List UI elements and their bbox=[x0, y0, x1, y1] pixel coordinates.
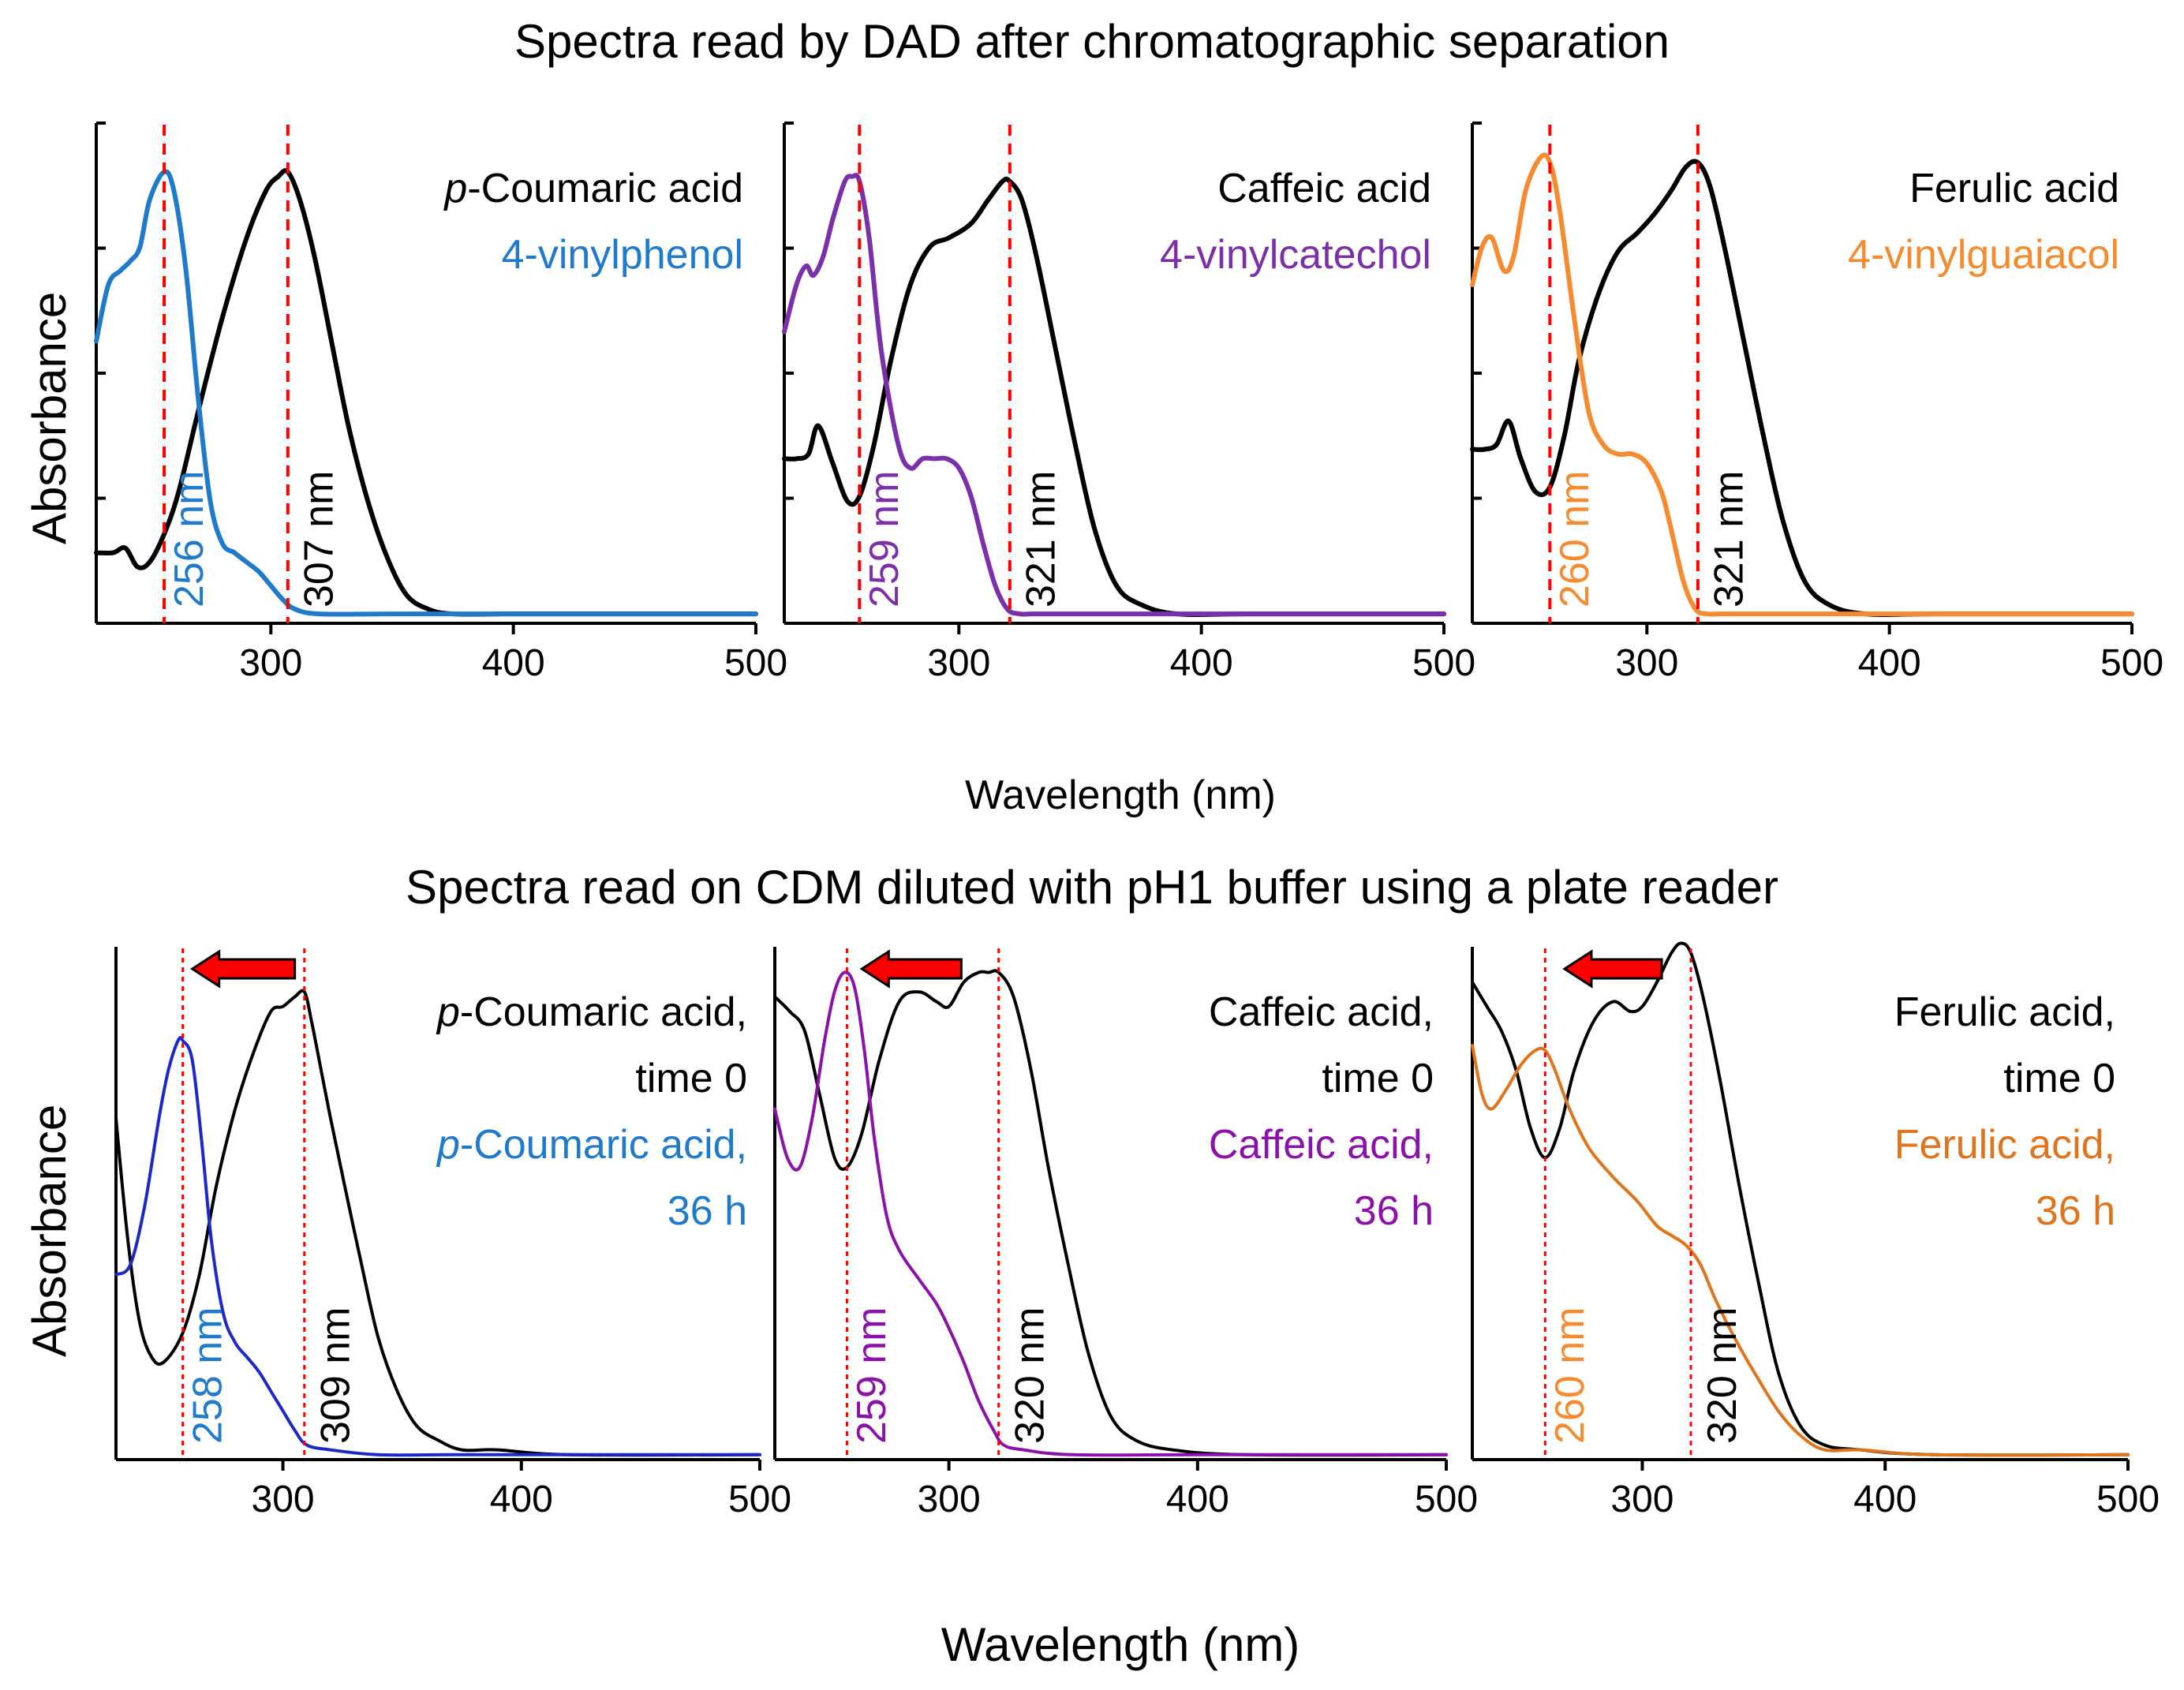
peak-label: 260 nm bbox=[1547, 1307, 1593, 1444]
legend-compound-label-text: Ferulic acid bbox=[1909, 166, 2119, 211]
peak-label: 320 nm bbox=[1007, 1307, 1053, 1444]
legend-time0-label-text: Ferulic acid, bbox=[1894, 989, 2115, 1035]
x-tick-label: 400 bbox=[1166, 1479, 1229, 1520]
series-line-0 bbox=[1471, 941, 2130, 1457]
legend-product-label-text: 4-vinylphenol bbox=[502, 232, 743, 278]
peak-label: 256 nm bbox=[166, 471, 212, 608]
legend-compound-label: Ferulic acid bbox=[1909, 166, 2119, 211]
x-tick-label: 500 bbox=[1415, 1479, 1478, 1520]
legend-36h-label-text: Ferulic acid, bbox=[1894, 1122, 2115, 1168]
peak-label: 307 nm bbox=[297, 471, 342, 608]
legend-compound-label-text: Caffeic acid bbox=[1217, 166, 1431, 211]
series-line-0 bbox=[773, 969, 1448, 1457]
x-tick-label: 500 bbox=[724, 642, 787, 684]
x-tick-label: 400 bbox=[1170, 642, 1233, 684]
top-x-axis-label: Wavelength (nm) bbox=[965, 772, 1276, 818]
panel-plate-caffeic: 300 400 500 259 nm 320 nm Caffeic acid, time 0… bbox=[773, 947, 1478, 1520]
x-tick-label: 300 bbox=[252, 1479, 315, 1520]
legend-36h-sub: 36 h bbox=[2036, 1188, 2115, 1234]
bottom-section-title: Spectra read on CDM diluted with pH1 buf… bbox=[406, 861, 1778, 914]
series-line-1 bbox=[1470, 152, 2134, 617]
legend-product-label-text: 4-vinylcatechol bbox=[1160, 232, 1431, 278]
legend-time0-label-italic-prefix: p bbox=[436, 989, 460, 1035]
legend-compound-label: Caffeic acid bbox=[1217, 166, 1431, 211]
peak-label: 258 nm bbox=[185, 1307, 230, 1444]
legend-time0-sub-text: time 0 bbox=[635, 1056, 747, 1101]
legend-time0-label: Caffeic acid, bbox=[1209, 989, 1434, 1035]
legend-time0-label-text: Caffeic acid, bbox=[1209, 989, 1434, 1035]
legend-product-label: 4-vinylguaiacol bbox=[1848, 232, 2119, 278]
legend-time0-label: Ferulic acid, bbox=[1894, 989, 2115, 1035]
legend-36h-sub: 36 h bbox=[668, 1188, 747, 1234]
peak-label: 260 nm bbox=[1552, 471, 1598, 608]
series-line-1 bbox=[782, 173, 1446, 617]
legend-time0-sub-text: time 0 bbox=[1322, 1056, 1434, 1101]
legend-36h-sub-text: 36 h bbox=[1354, 1188, 1434, 1234]
legend-36h-label-text: -Coumaric acid, bbox=[460, 1122, 747, 1168]
legend-time0-sub: time 0 bbox=[1322, 1056, 1434, 1101]
legend-36h-label: Caffeic acid, bbox=[1209, 1122, 1434, 1168]
bottom-x-axis-label: Wavelength (nm) bbox=[941, 1618, 1300, 1671]
shift-arrow-icon bbox=[1562, 949, 1663, 989]
legend-36h-sub-text: 36 h bbox=[2036, 1188, 2115, 1234]
peak-label: 309 nm bbox=[313, 1307, 359, 1444]
x-tick-label: 500 bbox=[728, 1479, 791, 1520]
legend-36h-sub: 36 h bbox=[1354, 1188, 1434, 1234]
panel-dad-caffeic: 300 400 500 259 nm 321 nm Caffeic acid 4-vinyl… bbox=[782, 122, 1475, 684]
x-tick-label: 300 bbox=[918, 1479, 981, 1520]
x-tick-label: 300 bbox=[1610, 1479, 1674, 1520]
x-tick-label: 300 bbox=[927, 642, 990, 684]
panel-dad-ferulic: 300 400 500 260 nm 321 nm Ferulic acid 4-vinyl… bbox=[1470, 122, 2163, 684]
legend-time0-label: p-Coumaric acid, bbox=[436, 989, 747, 1035]
legend-time0-sub: time 0 bbox=[2003, 1056, 2115, 1101]
legend-product-label: 4-vinylphenol bbox=[502, 232, 743, 278]
top-y-axis-label: Absorbance bbox=[23, 291, 76, 544]
legend-product-label: 4-vinylcatechol bbox=[1160, 232, 1431, 278]
x-tick-label: 300 bbox=[1615, 642, 1678, 684]
legend-36h-label-italic-prefix: p bbox=[436, 1122, 460, 1168]
legend-36h-label: p-Coumaric acid, bbox=[436, 1122, 747, 1168]
peak-label: 259 nm bbox=[849, 1307, 895, 1444]
bottom-y-axis-label: Absorbance bbox=[23, 1104, 76, 1357]
panel-plate-ferulic: 300 400 500 260 nm 320 nm Ferulic acid, time 0… bbox=[1471, 941, 2160, 1520]
legend-time0-label-text: -Coumaric acid, bbox=[460, 989, 747, 1035]
series-line-0 bbox=[1470, 159, 2134, 617]
x-tick-label: 400 bbox=[490, 1479, 553, 1520]
panel-dad-pcoumaric: 300 400 500 256 nm 307 nm p-Coumaric acid 4-vi… bbox=[94, 122, 787, 684]
legend-product-label-text: 4-vinylguaiacol bbox=[1848, 232, 2119, 278]
shift-arrow-icon bbox=[859, 949, 963, 989]
series-line-1 bbox=[773, 970, 1448, 1457]
peak-label: 320 nm bbox=[1700, 1307, 1745, 1444]
legend-36h-label: Ferulic acid, bbox=[1894, 1122, 2115, 1168]
top-section-title: Spectra read by DAD after chromatographi… bbox=[514, 15, 1670, 68]
x-tick-label: 400 bbox=[482, 642, 545, 684]
legend-time0-sub: time 0 bbox=[635, 1056, 747, 1101]
legend-36h-label-text: Caffeic acid, bbox=[1209, 1122, 1434, 1168]
x-tick-label: 500 bbox=[2096, 1479, 2160, 1520]
series-line-1 bbox=[1471, 1044, 2130, 1457]
legend-time0-sub-text: time 0 bbox=[2003, 1056, 2115, 1101]
series-line-1 bbox=[94, 169, 758, 617]
legend-compound-label: p-Coumaric acid bbox=[443, 166, 743, 211]
peak-label: 321 nm bbox=[1019, 471, 1064, 608]
legend-compound-label-italic-prefix: p bbox=[443, 166, 467, 211]
shift-arrow-icon bbox=[189, 949, 297, 989]
x-tick-label: 500 bbox=[2100, 642, 2163, 684]
x-tick-label: 400 bbox=[1853, 1479, 1917, 1520]
x-tick-label: 500 bbox=[1412, 642, 1475, 684]
legend-36h-sub-text: 36 h bbox=[668, 1188, 747, 1234]
x-tick-label: 300 bbox=[239, 642, 302, 684]
legend-compound-label-text: -Coumaric acid bbox=[467, 166, 743, 211]
series-line-0 bbox=[114, 989, 761, 1457]
peak-label: 259 nm bbox=[862, 471, 907, 608]
peak-label: 321 nm bbox=[1707, 471, 1752, 608]
series-line-0 bbox=[782, 176, 1446, 617]
series-line-1 bbox=[114, 1036, 761, 1457]
x-tick-label: 400 bbox=[1858, 642, 1921, 684]
